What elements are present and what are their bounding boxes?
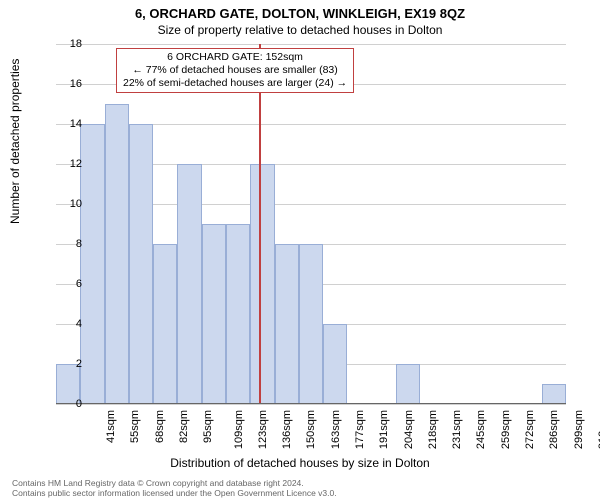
chart-subtitle: Size of property relative to detached ho… — [0, 21, 600, 37]
x-axis-label: Distribution of detached houses by size … — [0, 456, 600, 470]
bar — [275, 244, 299, 404]
x-tick-label: 41sqm — [105, 410, 117, 443]
plot: 6 ORCHARD GATE: 152sqm← 77% of detached … — [56, 44, 566, 404]
y-tick-label: 0 — [52, 398, 82, 410]
bar — [80, 124, 104, 404]
x-tick-label: 136sqm — [281, 410, 293, 449]
chart-container: 6, ORCHARD GATE, DOLTON, WINKLEIGH, EX19… — [0, 0, 600, 500]
x-tick-label: 109sqm — [233, 410, 245, 449]
x-axis-baseline — [56, 403, 566, 404]
x-tick-label: 204sqm — [403, 410, 415, 449]
x-tick-label: 272sqm — [524, 410, 536, 449]
y-tick-label: 14 — [52, 118, 82, 130]
footer-line-2: Contains public sector information licen… — [12, 488, 337, 498]
bar — [323, 324, 347, 404]
y-tick-label: 18 — [52, 38, 82, 50]
x-tick-label: 218sqm — [427, 410, 439, 449]
annotation-box: 6 ORCHARD GATE: 152sqm← 77% of detached … — [116, 48, 354, 93]
y-tick-label: 2 — [52, 358, 82, 370]
x-tick-label: 259sqm — [500, 410, 512, 449]
y-tick-label: 10 — [52, 198, 82, 210]
bar — [105, 104, 129, 404]
x-tick-label: 231sqm — [451, 410, 463, 449]
footer-attribution: Contains HM Land Registry data © Crown c… — [12, 478, 337, 498]
x-tick-label: 55sqm — [129, 410, 141, 443]
grid-line — [56, 44, 566, 45]
x-tick-label: 191sqm — [378, 410, 390, 449]
bar — [202, 224, 226, 404]
x-tick-label: 95sqm — [202, 410, 214, 443]
bar — [226, 224, 250, 404]
x-tick-label: 150sqm — [306, 410, 318, 449]
bar — [250, 164, 274, 404]
x-tick-label: 286sqm — [548, 410, 560, 449]
y-tick-label: 8 — [52, 238, 82, 250]
x-tick-label: 68sqm — [154, 410, 166, 443]
plot-area: 6 ORCHARD GATE: 152sqm← 77% of detached … — [56, 44, 566, 404]
bar — [396, 364, 420, 404]
annotation-line: 22% of semi-detached houses are larger (… — [123, 77, 347, 90]
bar — [153, 244, 177, 404]
bar — [299, 244, 323, 404]
subject-property-marker — [259, 44, 261, 404]
bar — [129, 124, 153, 404]
y-tick-label: 16 — [52, 78, 82, 90]
bar — [542, 384, 566, 404]
x-tick-label: 177sqm — [354, 410, 366, 449]
x-tick-label: 163sqm — [330, 410, 342, 449]
annotation-line: 6 ORCHARD GATE: 152sqm — [123, 51, 347, 64]
y-tick-label: 6 — [52, 278, 82, 290]
bar — [177, 164, 201, 404]
x-tick-label: 245sqm — [476, 410, 488, 449]
footer-line-1: Contains HM Land Registry data © Crown c… — [12, 478, 337, 488]
y-tick-label: 12 — [52, 158, 82, 170]
x-tick-label: 123sqm — [257, 410, 269, 449]
x-tick-label: 299sqm — [573, 410, 585, 449]
y-axis-label: Number of detached properties — [8, 59, 22, 224]
chart-title: 6, ORCHARD GATE, DOLTON, WINKLEIGH, EX19… — [0, 0, 600, 21]
x-tick-label: 82sqm — [178, 410, 190, 443]
grid-line — [56, 404, 566, 405]
y-tick-label: 4 — [52, 318, 82, 330]
annotation-line: ← 77% of detached houses are smaller (83… — [123, 64, 347, 77]
